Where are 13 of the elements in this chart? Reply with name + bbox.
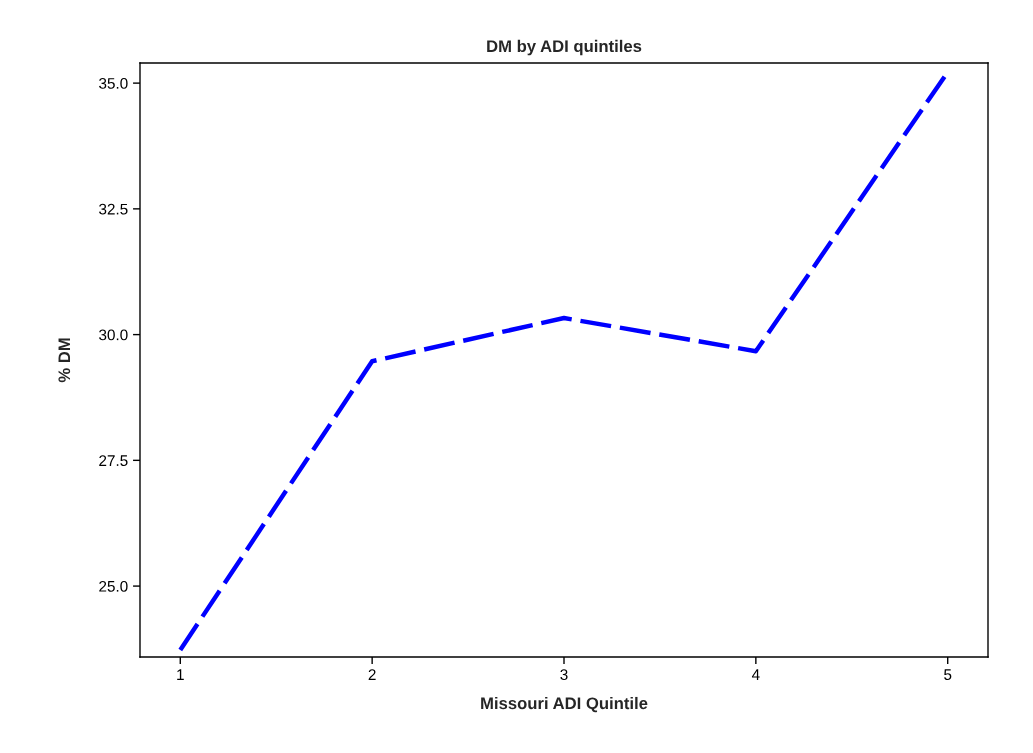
y-tick-label: 30.0	[99, 329, 128, 341]
x-tick-label: 4	[751, 669, 760, 680]
y-tick-label: 25.0	[99, 580, 128, 592]
x-tick-label: 1	[177, 669, 184, 680]
y-tick-label: 27.5	[99, 455, 128, 467]
x-tick-label: 3	[560, 669, 568, 681]
chart-title: DM by ADI quintiles	[487, 39, 642, 56]
x-axis-title: Missouri ADI Quintile	[481, 696, 648, 713]
x-tick-label: 5	[944, 669, 952, 681]
y-tick-label: 32.5	[99, 203, 128, 215]
y-axis-title: % DM	[58, 338, 71, 383]
x-tick-label: 2	[368, 669, 376, 680]
y-tick-label: 35.0	[99, 77, 128, 89]
